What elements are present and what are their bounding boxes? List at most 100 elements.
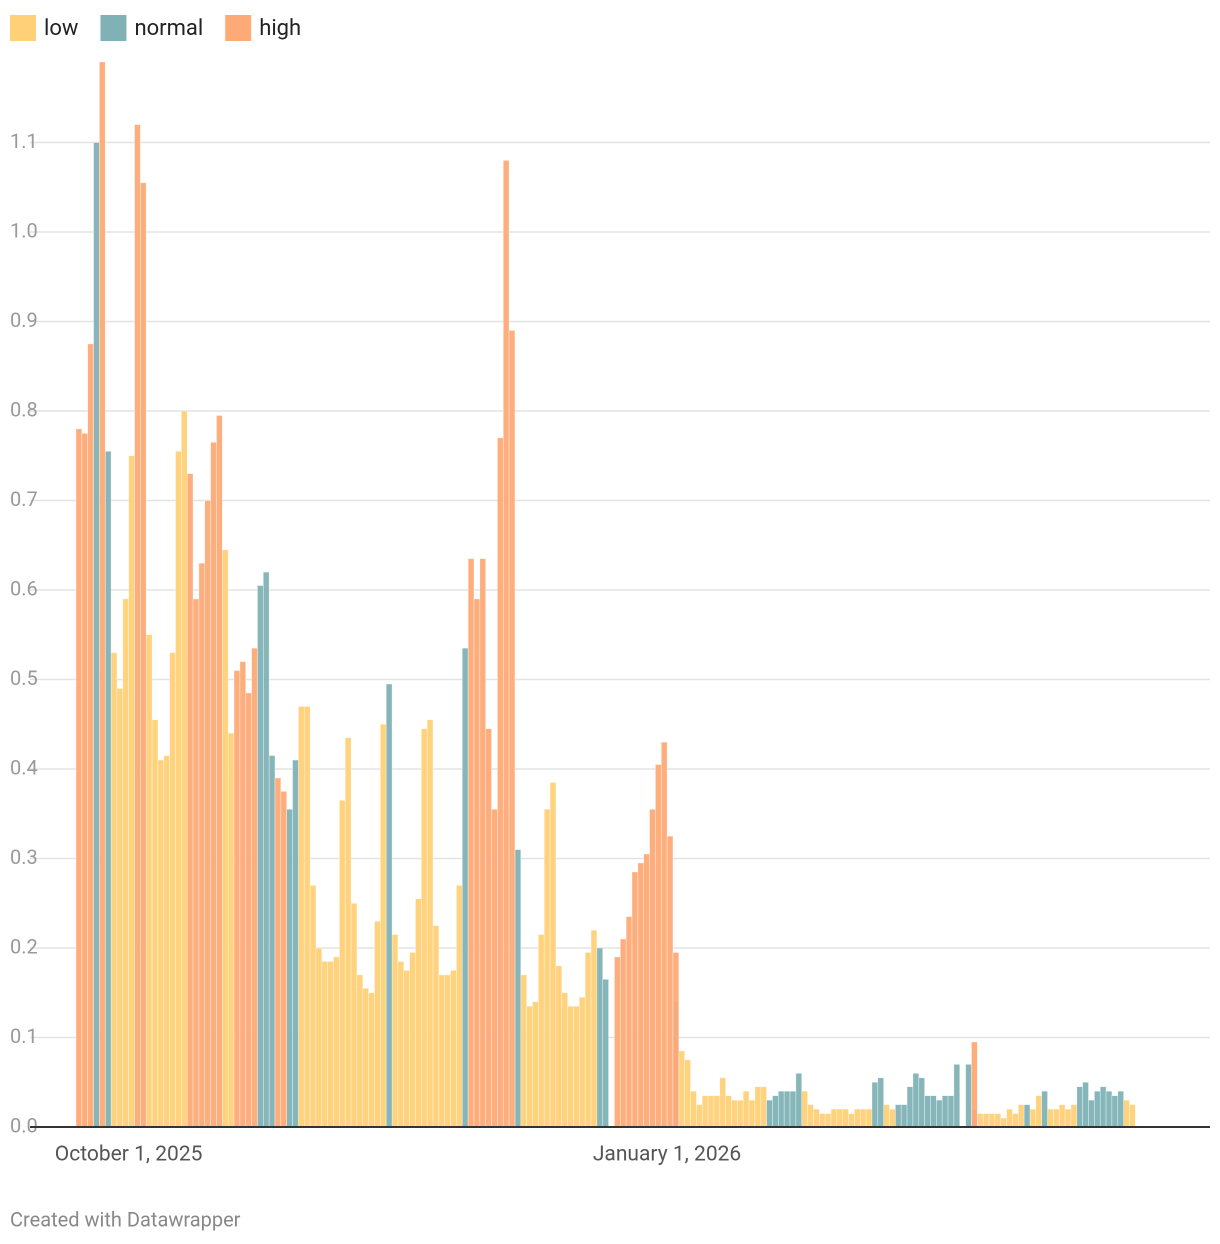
bar <box>549 782 557 1128</box>
bar <box>731 1099 738 1128</box>
bar <box>104 450 112 1128</box>
bar <box>257 585 264 1128</box>
bar <box>210 442 217 1128</box>
bar <box>778 1090 785 1128</box>
bar <box>643 853 650 1128</box>
bar <box>245 692 252 1128</box>
bar <box>801 1090 808 1128</box>
bar <box>573 1005 580 1128</box>
bar <box>1047 1108 1054 1128</box>
bar <box>684 1059 691 1128</box>
bar <box>766 1099 773 1128</box>
bar <box>1041 1090 1048 1128</box>
bar <box>473 598 481 1128</box>
bar <box>877 1077 884 1128</box>
bar <box>339 800 346 1128</box>
bar <box>391 934 399 1128</box>
bar <box>1035 1095 1042 1128</box>
bar <box>836 1108 843 1128</box>
bar <box>930 1095 937 1128</box>
bar <box>362 987 369 1128</box>
y-tick-label: 0.8 <box>10 397 38 421</box>
bar <box>941 1095 949 1128</box>
bar <box>186 473 194 1128</box>
bar <box>1064 1108 1072 1128</box>
y-tick-label: 1.1 <box>10 129 38 153</box>
bar <box>415 898 422 1128</box>
bar <box>385 683 393 1128</box>
y-tick-label: 0.5 <box>10 666 38 690</box>
bar <box>936 1099 943 1128</box>
bar <box>567 1005 574 1128</box>
bar <box>467 558 475 1128</box>
bar <box>1111 1095 1119 1128</box>
bar <box>678 1050 685 1128</box>
bar <box>450 970 457 1128</box>
bar <box>409 952 416 1128</box>
bar <box>532 1001 539 1128</box>
bar <box>971 1041 978 1128</box>
bar <box>175 450 182 1128</box>
legend-swatch <box>100 15 127 41</box>
bar <box>947 1095 955 1128</box>
bar <box>895 1104 902 1128</box>
bar <box>1023 1104 1031 1128</box>
bar <box>725 1095 732 1128</box>
bar <box>713 1095 721 1128</box>
bar <box>631 871 639 1128</box>
bar <box>192 598 200 1128</box>
bar <box>701 1095 709 1128</box>
bar <box>848 1113 855 1128</box>
bar <box>742 1090 750 1128</box>
bar <box>859 1108 867 1128</box>
bar <box>579 996 586 1128</box>
bar <box>842 1108 849 1128</box>
bar <box>438 974 446 1128</box>
bar <box>280 791 287 1128</box>
y-tick-label: 0.0 <box>10 1113 38 1137</box>
bar <box>596 947 604 1128</box>
bar <box>918 1077 925 1128</box>
bar <box>298 706 305 1128</box>
bar <box>1053 1108 1060 1128</box>
bar <box>456 885 463 1128</box>
bar <box>672 952 680 1128</box>
bar <box>953 1064 961 1128</box>
bar <box>198 562 206 1128</box>
bar <box>1129 1104 1136 1128</box>
bar <box>584 952 592 1128</box>
source: Created with Datawrapper <box>10 1207 241 1231</box>
bar <box>783 1090 791 1128</box>
bar <box>754 1086 762 1128</box>
bar <box>1117 1090 1124 1128</box>
bar <box>397 961 405 1128</box>
bar <box>900 1104 908 1128</box>
bar <box>508 330 516 1128</box>
bar <box>502 160 510 1128</box>
bar <box>292 759 299 1128</box>
bar <box>321 961 328 1128</box>
bar <box>614 956 621 1128</box>
bar <box>982 1113 990 1128</box>
y-tick-label: 0.2 <box>10 934 38 958</box>
bar <box>145 634 153 1128</box>
bar <box>561 992 568 1128</box>
bar <box>807 1104 814 1128</box>
bar <box>1029 1108 1037 1128</box>
bar <box>660 741 668 1128</box>
bar <box>649 808 656 1128</box>
bar <box>1070 1104 1078 1128</box>
bar <box>737 1099 744 1128</box>
bar <box>421 728 428 1128</box>
legend-swatch <box>10 15 36 41</box>
bar <box>707 1095 715 1128</box>
bar <box>602 979 609 1128</box>
bar <box>403 970 410 1128</box>
bar <box>222 549 229 1128</box>
bar <box>977 1113 984 1128</box>
bar <box>619 938 627 1128</box>
bar <box>303 706 311 1128</box>
bar <box>350 902 358 1128</box>
bar <box>696 1104 703 1128</box>
